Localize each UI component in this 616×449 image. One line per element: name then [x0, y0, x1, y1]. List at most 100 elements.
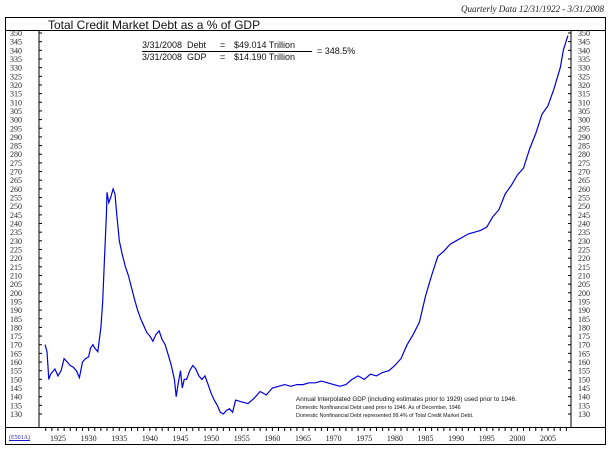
- svg-text:2000: 2000: [509, 434, 525, 443]
- svg-text:1975: 1975: [356, 434, 372, 443]
- svg-text:275: 275: [10, 159, 22, 168]
- note-line-1: Annual Interpolated GDP (including estim…: [296, 396, 517, 403]
- svg-text:1935: 1935: [111, 434, 127, 443]
- svg-text:340: 340: [578, 46, 590, 55]
- chart-title: Total Credit Market Debt as a % of GDP: [48, 18, 261, 32]
- svg-text:225: 225: [578, 245, 590, 254]
- svg-text:345: 345: [578, 38, 590, 47]
- svg-text:255: 255: [10, 194, 22, 203]
- chart-subtitle: Quarterly Data 12/31/1922 - 3/31/2008: [461, 4, 604, 14]
- gdp-date: 3/31/2008: [142, 52, 183, 62]
- svg-text:2005: 2005: [540, 434, 556, 443]
- svg-text:150: 150: [578, 375, 590, 384]
- svg-text:165: 165: [578, 349, 590, 358]
- svg-text:190: 190: [10, 306, 22, 315]
- svg-text:1965: 1965: [295, 434, 311, 443]
- svg-text:310: 310: [10, 98, 22, 107]
- svg-text:320: 320: [10, 81, 22, 90]
- debt-gdp-annotation: 3/31/2008 Debt = $49.014 Trillion 3/31/2…: [142, 40, 355, 63]
- svg-text:155: 155: [578, 367, 590, 376]
- svg-text:245: 245: [10, 211, 22, 220]
- svg-text:195: 195: [578, 297, 590, 306]
- svg-text:175: 175: [578, 332, 590, 341]
- svg-text:270: 270: [578, 168, 590, 177]
- svg-text:1930: 1930: [81, 434, 97, 443]
- svg-text:1990: 1990: [448, 434, 464, 443]
- svg-text:325: 325: [578, 72, 590, 81]
- svg-text:330: 330: [578, 64, 590, 73]
- svg-text:160: 160: [10, 358, 22, 367]
- svg-text:280: 280: [578, 150, 590, 159]
- svg-text:270: 270: [10, 168, 22, 177]
- title-divider: [5, 30, 606, 31]
- svg-text:220: 220: [578, 254, 590, 263]
- svg-text:135: 135: [10, 401, 22, 410]
- svg-text:335: 335: [10, 55, 22, 64]
- svg-text:315: 315: [578, 90, 590, 99]
- note-line-3: Domestic Nonfinancial Debt represented 9…: [296, 413, 474, 419]
- svg-text:220: 220: [10, 254, 22, 263]
- svg-text:140: 140: [578, 393, 590, 402]
- svg-text:325: 325: [10, 72, 22, 81]
- svg-text:300: 300: [10, 116, 22, 125]
- svg-text:225: 225: [10, 245, 22, 254]
- svg-text:160: 160: [578, 358, 590, 367]
- debt-value: $49.014 Trillion: [234, 40, 296, 50]
- svg-text:310: 310: [578, 98, 590, 107]
- svg-text:210: 210: [10, 271, 22, 280]
- x-axis-divider: [5, 427, 606, 428]
- ratio-result: = 348.5%: [317, 46, 356, 56]
- svg-text:280: 280: [10, 150, 22, 159]
- svg-text:200: 200: [578, 289, 590, 298]
- svg-text:185: 185: [578, 315, 590, 324]
- gdp-value: $14.190 Trillion: [234, 52, 296, 62]
- svg-text:140: 140: [10, 393, 22, 402]
- svg-text:1950: 1950: [203, 434, 219, 443]
- svg-text:1970: 1970: [326, 434, 342, 443]
- svg-text:200: 200: [10, 289, 22, 298]
- svg-text:265: 265: [578, 176, 590, 185]
- svg-text:1960: 1960: [264, 434, 280, 443]
- svg-text:130: 130: [10, 410, 22, 419]
- svg-text:350: 350: [578, 29, 590, 38]
- svg-text:180: 180: [10, 323, 22, 332]
- svg-text:345: 345: [10, 38, 22, 47]
- svg-text:135: 135: [578, 401, 590, 410]
- note-line-2: Domestic Nonfinancial Debt used prior to…: [296, 405, 461, 411]
- svg-text:150: 150: [10, 375, 22, 384]
- svg-text:245: 245: [578, 211, 590, 220]
- gdp-equals: =: [220, 52, 226, 62]
- svg-text:240: 240: [578, 220, 590, 229]
- debt-to-gdp-line: [44, 35, 569, 415]
- svg-text:180: 180: [578, 323, 590, 332]
- svg-text:305: 305: [578, 107, 590, 116]
- svg-text:145: 145: [10, 384, 22, 393]
- svg-text:305: 305: [10, 107, 22, 116]
- debt-label: Debt: [187, 40, 207, 50]
- svg-text:190: 190: [578, 306, 590, 315]
- svg-text:145: 145: [578, 384, 590, 393]
- svg-text:320: 320: [578, 81, 590, 90]
- debt-equals: =: [220, 40, 226, 50]
- gdp-label: GDP: [187, 52, 207, 62]
- svg-text:295: 295: [10, 124, 22, 133]
- source-link[interactable]: (E501A): [9, 435, 30, 441]
- svg-text:1925: 1925: [50, 434, 66, 443]
- gdp-row: 3/31/2008 GDP = $14.190 Trillion: [142, 52, 312, 63]
- svg-text:235: 235: [10, 228, 22, 237]
- svg-text:315: 315: [10, 90, 22, 99]
- svg-text:1940: 1940: [142, 434, 158, 443]
- x-axis-ticks: 1925 1930 1935 1940 1945 1950 1955 1960 1965 1970…: [45, 427, 567, 443]
- svg-text:250: 250: [578, 202, 590, 211]
- chart-frame: [5, 17, 606, 445]
- methodology-note: Annual Interpolated GDP (including estim…: [296, 396, 517, 420]
- svg-text:205: 205: [578, 280, 590, 289]
- svg-text:295: 295: [578, 124, 590, 133]
- left-y-axis-ticks: 1301351401451501551601651701751801851901…: [10, 29, 42, 419]
- svg-text:290: 290: [10, 133, 22, 142]
- svg-text:185: 185: [10, 315, 22, 324]
- svg-text:195: 195: [10, 297, 22, 306]
- svg-text:130: 130: [578, 410, 590, 419]
- debt-date: 3/31/2008: [142, 40, 183, 50]
